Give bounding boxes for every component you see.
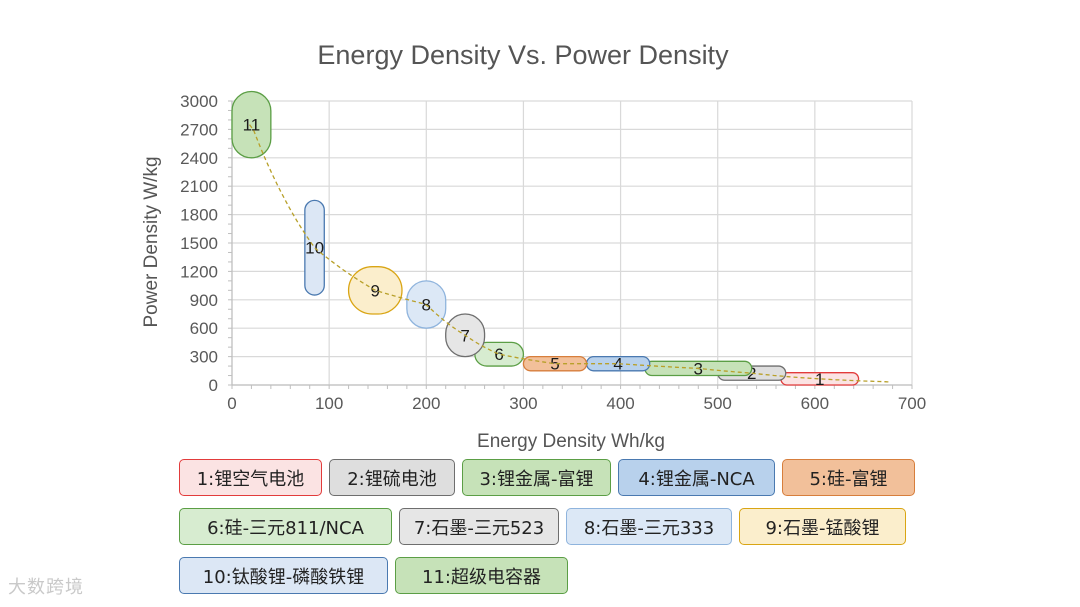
y-tick-label: 2700: [180, 120, 218, 139]
chart-title: Energy Density Vs. Power Density: [317, 40, 729, 70]
axes: 0 100 200 300 400 500 600 700 0 300 600 900 1200 1500…: [180, 92, 926, 413]
y-tick-label: 600: [190, 319, 218, 338]
y-tick-label: 2100: [180, 177, 218, 196]
y-tick-label: 1500: [180, 234, 218, 253]
mark-10: [304, 199, 325, 296]
mark-label-5: 5: [550, 355, 559, 374]
y-tick-label: 0: [209, 376, 218, 395]
trendline-path: [248, 124, 891, 383]
gridlines: [231, 100, 913, 386]
y-tick-label: 1800: [180, 206, 218, 225]
x-tick-label: 200: [412, 394, 440, 413]
mark-label-6: 6: [494, 345, 503, 364]
mark-11: [231, 90, 272, 159]
y-tick-label: 900: [190, 291, 218, 310]
y-tick-label: 300: [190, 348, 218, 367]
trendline: [248, 124, 891, 383]
mark-label-9: 9: [371, 281, 380, 300]
y-tick-label: 1200: [180, 262, 218, 281]
y-axis-label: Power Density W/kg: [141, 156, 162, 327]
x-tick-label: 500: [704, 394, 732, 413]
y-tick-label: 2400: [180, 149, 218, 168]
y-tick-label: 3000: [180, 92, 218, 111]
x-tick-label: 300: [509, 394, 537, 413]
watermark: 大数跨境: [8, 577, 84, 598]
x-tick-label: 700: [898, 394, 926, 413]
mark-label-11: 11: [243, 116, 261, 135]
x-axis-label: Energy Density Wh/kg: [477, 431, 665, 452]
x-tick-label: 400: [606, 394, 634, 413]
mark-label-4: 4: [613, 355, 622, 374]
x-tick-label: 0: [227, 394, 236, 413]
mark-label-1: 1: [815, 370, 824, 389]
x-tick-label: 600: [801, 394, 829, 413]
x-tick-label: 100: [315, 394, 343, 413]
